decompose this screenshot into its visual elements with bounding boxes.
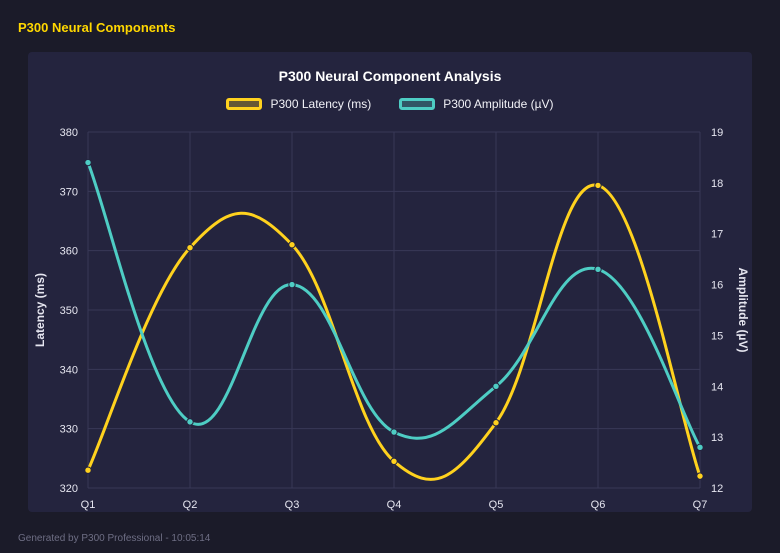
latency-data-point[interactable] [390,457,398,465]
x-axis-tick-label: Q2 [183,499,198,511]
right-axis-tick-label: 12 [711,483,723,495]
latency-data-point[interactable] [84,466,92,474]
amplitude-data-point[interactable] [492,382,500,390]
legend-item-amplitude[interactable]: P300 Amplitude (µV) [399,97,554,111]
amplitude-data-point[interactable] [390,428,398,436]
latency-data-point[interactable] [696,472,704,480]
chart-title: P300 Neural Component Analysis [278,68,502,84]
right-axis-tick-label: 18 [711,178,723,190]
footer-status-text: Generated by P300 Professional - 10:05:1… [18,533,211,544]
left-axis-tick-label: 330 [60,424,78,436]
x-axis-tick-label: Q3 [285,499,300,511]
legend-label-latency: P300 Latency (ms) [270,97,372,111]
left-axis-title: Latency (ms) [33,273,47,347]
left-axis-tick-label: 370 [60,186,78,198]
right-axis-tick-label: 16 [711,280,723,292]
amplitude-data-point[interactable] [696,443,704,452]
left-axis-tick-label: 360 [60,246,78,258]
chart-legend: P300 Latency (ms) P300 Amplitude (µV) [28,97,752,111]
left-axis-tick-label: 340 [60,364,78,376]
legend-label-amplitude: P300 Amplitude (µV) [443,97,554,111]
x-axis-tick-label: Q4 [387,499,402,511]
latency-data-point[interactable] [186,244,194,252]
right-axis-tick-label: 13 [711,432,723,444]
right-axis-title: Amplitude (µV) [736,268,750,353]
left-axis-tick-label: 350 [60,305,78,317]
right-axis-tick-label: 17 [711,229,723,241]
x-axis-tick-label: Q1 [81,499,96,511]
latency-data-point[interactable] [492,419,500,427]
amplitude-data-point[interactable] [288,280,296,289]
chart-canvas: 320 330 340 350 360 370 380 12 13 14 15 16 17 18 19 Q1 Q… [33,127,750,511]
latency-data-point[interactable] [288,241,296,249]
x-axis-tick-label: Q7 [693,499,708,511]
x-axis-tick-label: Q5 [489,499,504,511]
x-axis-tick-label: Q6 [591,499,606,511]
right-axis-tick-label: 19 [711,127,723,139]
amplitude-data-point[interactable] [186,418,194,426]
legend-swatch-amplitude [399,98,436,110]
page-title: P300 Neural Components [18,20,176,35]
legend-item-latency[interactable]: P300 Latency (ms) [226,97,371,111]
right-axis-tick-label: 14 [711,381,723,393]
amplitude-data-point[interactable] [84,158,92,167]
legend-swatch-latency [226,98,263,110]
left-axis-tick-label: 380 [60,127,78,139]
amplitude-data-point[interactable] [594,265,602,274]
latency-data-point[interactable] [594,181,602,190]
left-axis-tick-label: 320 [60,483,78,495]
right-axis-tick-label: 15 [711,330,723,342]
chart-panel: P300 Neural Component Analysis P300 Late… [28,52,752,512]
